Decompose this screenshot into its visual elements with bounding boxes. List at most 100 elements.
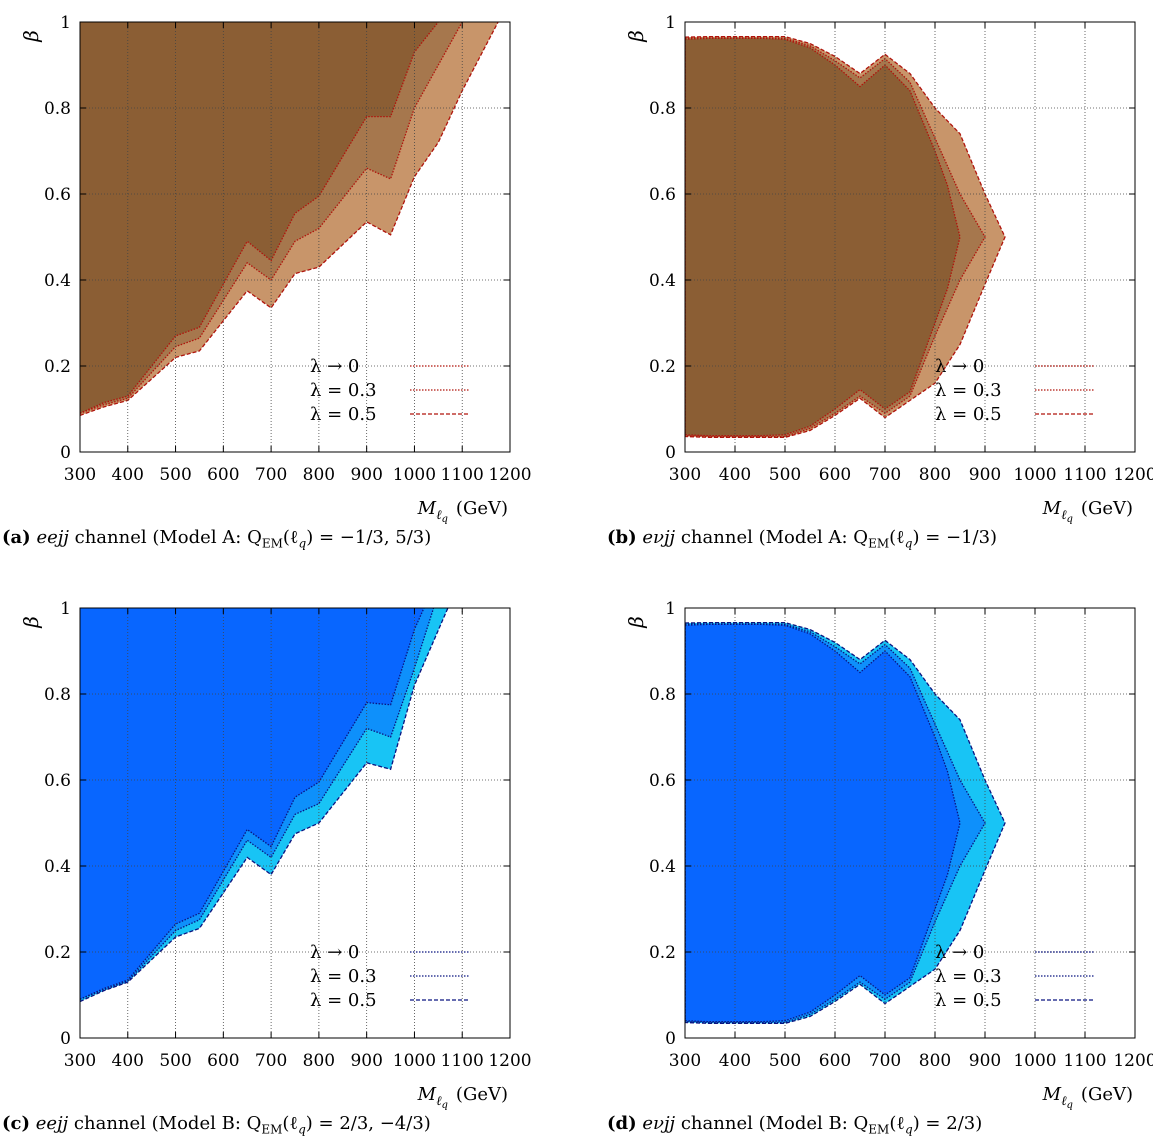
legend-label: λ → 0 (935, 942, 984, 963)
x-tick-label: 300 (669, 465, 701, 485)
x-tick-label: 700 (869, 465, 901, 485)
legend-label: λ → 0 (935, 356, 984, 377)
legend: λ → 0 λ = 0.3 λ = 0.5 (310, 942, 470, 1011)
exclusion-regions (80, 22, 499, 417)
boundary-d-series-2 (685, 621, 1006, 1025)
caption-c: (c) eejj channel (Model B: QEM(ℓq) = 2/3… (2, 1113, 431, 1137)
legend: λ → 0 λ = 0.3 λ = 0.5 (935, 356, 1095, 425)
y-tick-label: 0.8 (44, 685, 71, 705)
region-c-series-0 (80, 608, 424, 1000)
plot-frame (79, 607, 511, 1039)
x-tick-label: 1000 (393, 1051, 436, 1071)
y-tick-label: 0.2 (44, 357, 71, 377)
y-tick-label: 0.6 (44, 771, 71, 791)
plot-frame (684, 607, 1136, 1039)
x-tick-label: 1000 (393, 465, 436, 485)
x-tick-label: 400 (719, 1051, 751, 1071)
x-axis-label: Mℓq(GeV) (1042, 498, 1133, 525)
exclusion-regions (80, 608, 449, 1003)
y-tick-label: 1 (60, 599, 71, 619)
x-tick-label: 1100 (441, 465, 484, 485)
panel-b: 300 400 500 600 700 800 900 1000 1100 1200 0 0.2 0.4… (624, 13, 1153, 525)
x-tick-label: 300 (669, 1051, 701, 1071)
legend-label: λ = 0.3 (935, 380, 1002, 401)
y-tick-label: 0.8 (649, 99, 676, 119)
x-tick-label: 700 (255, 1051, 287, 1071)
y-tick-label: 0 (665, 1029, 676, 1049)
y-tick-label: 0.2 (649, 943, 676, 963)
x-tick-label: 600 (207, 465, 239, 485)
x-tick-label: 1200 (1113, 465, 1153, 485)
y-tick-label: 0 (665, 443, 676, 463)
x-tick-label: 500 (159, 465, 191, 485)
legend-label: λ → 0 (310, 356, 359, 377)
x-tick-label: 900 (969, 465, 1001, 485)
x-tick-label: 800 (303, 1051, 335, 1071)
x-tick-label: 800 (919, 465, 951, 485)
legend-label: λ = 0.5 (310, 404, 377, 425)
x-tick-label: 500 (159, 1051, 191, 1071)
legend-label: λ = 0.3 (310, 966, 377, 987)
y-axis-label: β (19, 616, 43, 629)
panel-a: 300 400 500 600 700 800 900 1000 1100 1200 0 0.2 0.4… (19, 13, 532, 525)
exclusion-regions (685, 621, 1006, 1025)
legend-label: λ = 0.3 (310, 380, 377, 401)
y-tick-label: 0.2 (649, 357, 676, 377)
legend: λ → 0 λ = 0.3 λ = 0.5 (310, 356, 470, 425)
legend-label: λ = 0.5 (310, 990, 377, 1011)
x-tick-label: 1000 (1013, 1051, 1056, 1071)
x-tick-label: 900 (350, 465, 382, 485)
y-axis-label: β (624, 616, 648, 629)
legend: λ → 0 λ = 0.3 λ = 0.5 (935, 942, 1095, 1011)
caption-b: (b) eνjj channel (Model A: QEM(ℓq) = −1/… (607, 527, 998, 551)
caption-a: (a) eejj channel (Model A: QEM(ℓq) = −1/… (2, 527, 432, 551)
y-tick-label: 0.4 (44, 271, 71, 291)
boundary-b-series-0 (685, 37, 961, 437)
y-axis-label: β (624, 30, 648, 43)
x-tick-label: 600 (819, 1051, 851, 1071)
region-a-series-0 (80, 22, 439, 414)
x-tick-label: 1200 (488, 1051, 531, 1071)
x-axis-label: Mℓq(GeV) (417, 498, 508, 525)
region-d-series-0 (685, 624, 960, 1022)
x-tick-label: 700 (869, 1051, 901, 1071)
plot-frame (79, 21, 511, 453)
y-tick-label: 0.8 (649, 685, 676, 705)
y-tick-label: 0 (60, 443, 71, 463)
y-axis-label: β (19, 30, 43, 43)
y-tick-label: 0.6 (649, 771, 676, 791)
x-tick-label: 1200 (1113, 1051, 1153, 1071)
panel-d: 300 400 500 600 700 800 900 1000 1100 1200 0 0.2 0.4… (624, 599, 1153, 1111)
y-tick-label: 0 (60, 1029, 71, 1049)
legend-label: λ = 0.5 (935, 990, 1002, 1011)
exclusion-regions (685, 35, 1006, 439)
legend-label: λ = 0.5 (935, 404, 1002, 425)
x-tick-label: 400 (719, 465, 751, 485)
x-tick-label: 800 (919, 1051, 951, 1071)
x-axis-label: Mℓq(GeV) (417, 1084, 508, 1111)
panel-c: 300 400 500 600 700 800 900 1000 1100 1200 0 0.2 0.4… (19, 599, 532, 1111)
x-tick-label: 800 (303, 465, 335, 485)
y-tick-label: 0.6 (44, 185, 71, 205)
x-tick-label: 400 (112, 1051, 144, 1071)
x-tick-label: 300 (64, 465, 96, 485)
boundary-a-series-2 (80, 22, 499, 417)
y-tick-label: 1 (665, 599, 676, 619)
x-tick-label: 500 (769, 1051, 801, 1071)
x-axis-label: Mℓq(GeV) (1042, 1084, 1133, 1111)
y-tick-label: 0.4 (649, 857, 676, 877)
x-tick-label: 1100 (1063, 1051, 1106, 1071)
x-tick-label: 400 (112, 465, 144, 485)
x-tick-label: 600 (819, 465, 851, 485)
y-tick-label: 0.2 (44, 943, 71, 963)
plot-frame (684, 21, 1136, 453)
y-tick-label: 0.4 (649, 271, 676, 291)
boundary-d-series-0 (685, 623, 961, 1023)
x-tick-label: 1200 (488, 465, 531, 485)
x-tick-label: 600 (207, 1051, 239, 1071)
y-tick-label: 1 (665, 13, 676, 33)
boundary-c-series-1 (80, 608, 435, 1000)
boundary-a-series-0 (80, 22, 439, 414)
legend-label: λ = 0.3 (935, 966, 1002, 987)
